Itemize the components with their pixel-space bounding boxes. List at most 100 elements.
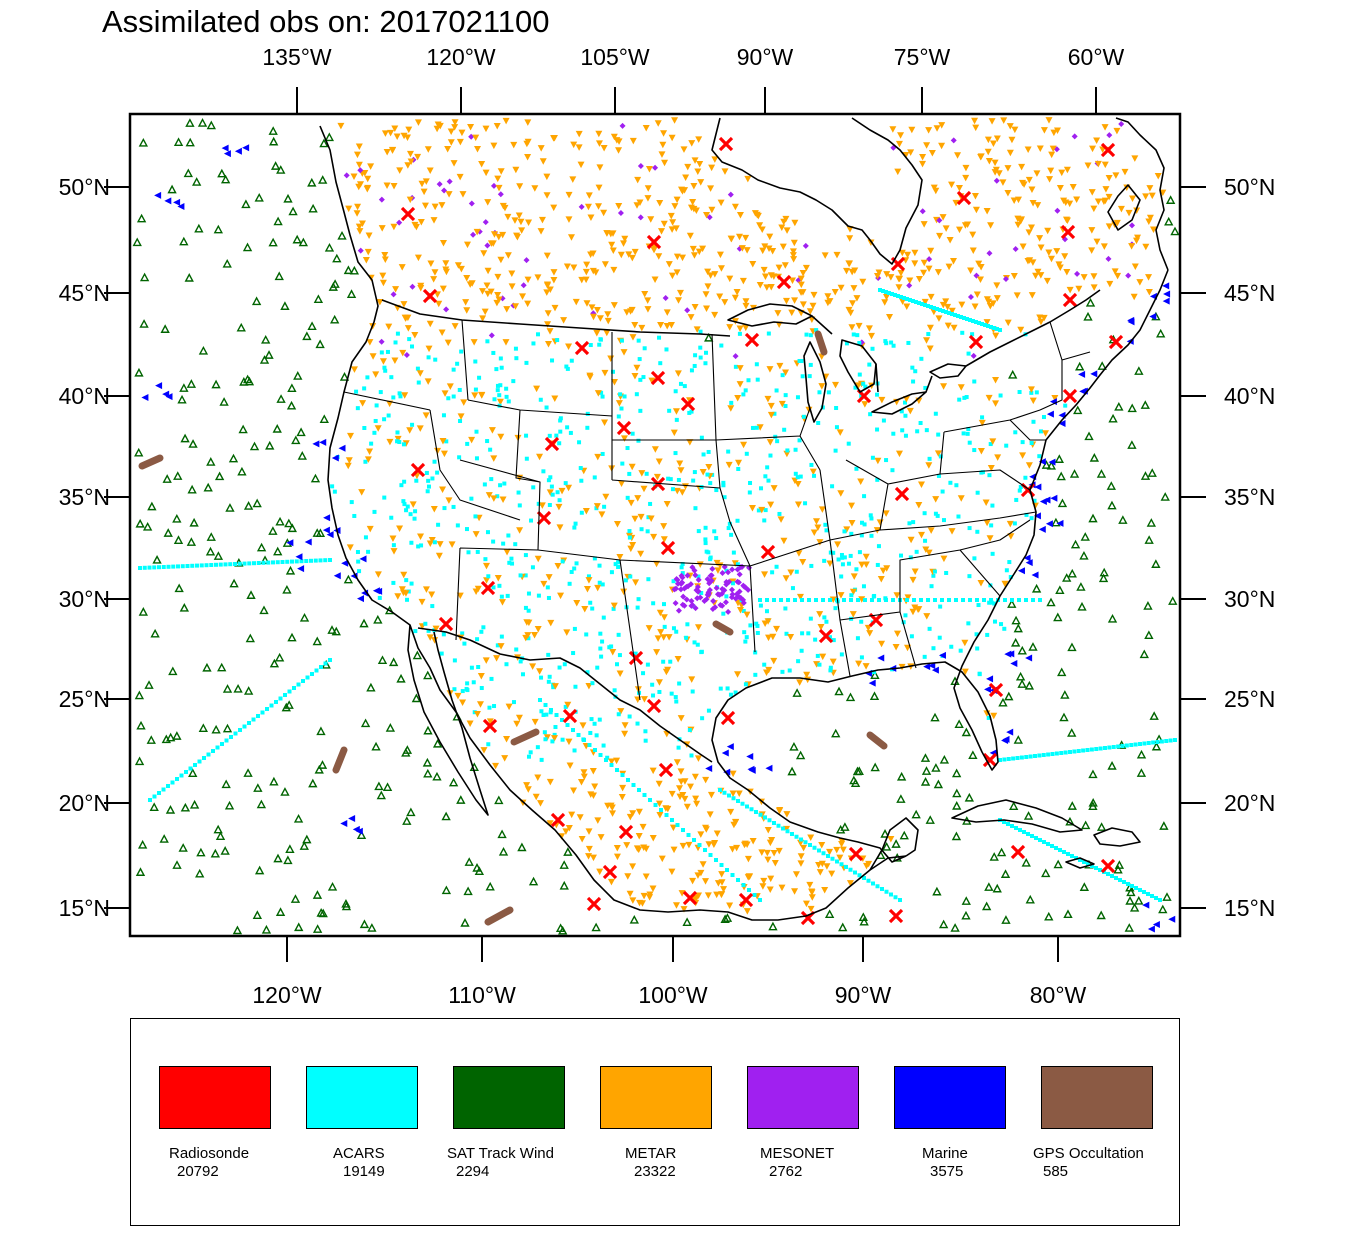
- metar-marker: [596, 164, 604, 171]
- acars-marker: [643, 729, 648, 734]
- acars-marker: [473, 359, 478, 364]
- left-lat-label: 40°N: [58, 383, 110, 409]
- left-lat-label: 30°N: [58, 586, 110, 612]
- sat-track-wind-marker: [1134, 366, 1144, 375]
- acars-marker: [451, 367, 456, 372]
- marine-marker: [1031, 571, 1039, 579]
- metar-marker: [398, 586, 406, 593]
- metar-marker: [1146, 214, 1154, 222]
- acars-marker: [690, 689, 695, 694]
- acars-marker: [735, 518, 740, 523]
- metar-marker: [389, 535, 397, 542]
- sat-track-wind-marker: [172, 513, 182, 523]
- acars-marker: [920, 302, 924, 306]
- metar-marker: [761, 243, 769, 250]
- right-lat-label: 30°N: [1224, 586, 1276, 612]
- sat-track-wind-marker: [411, 693, 422, 703]
- acars-marker: [817, 390, 822, 395]
- right-lat-label: 50°N: [1224, 174, 1276, 200]
- acars-marker: [992, 619, 997, 624]
- acars-marker: [514, 356, 519, 361]
- acars-marker: [807, 374, 812, 379]
- metar-marker: [721, 299, 729, 306]
- legend-label: Marine: [922, 1145, 968, 1162]
- mesonet-marker: [652, 164, 659, 171]
- metar-marker: [1004, 189, 1012, 197]
- sat-track-wind-marker: [177, 394, 187, 404]
- marine-marker: [352, 825, 360, 833]
- sat-track-wind-marker: [494, 795, 504, 805]
- metar-marker: [971, 117, 979, 125]
- metar-marker: [593, 307, 601, 314]
- metar-marker: [350, 366, 358, 373]
- sat-track-wind-marker: [319, 414, 329, 424]
- acars-marker: [572, 566, 577, 571]
- metar-marker: [1111, 268, 1119, 275]
- metar-marker: [582, 268, 590, 276]
- sat-track-wind-marker: [1151, 741, 1162, 751]
- sat-track-wind-marker: [339, 372, 350, 381]
- metar-marker: [546, 286, 554, 294]
- metar-marker: [642, 124, 650, 132]
- sat-track-wind-marker: [485, 881, 495, 891]
- marine-marker: [1038, 525, 1046, 533]
- acars-marker: [926, 332, 931, 337]
- acars-marker: [780, 373, 785, 378]
- sat-track-wind-marker: [1021, 857, 1031, 867]
- metar-marker: [497, 433, 505, 441]
- acars-marker: [911, 299, 915, 303]
- acars-marker: [972, 448, 977, 453]
- acars-marker: [808, 616, 813, 621]
- metar-marker: [669, 219, 677, 226]
- radiosonde-marker: [776, 274, 792, 290]
- mesonet-marker: [1128, 222, 1135, 229]
- metar-marker: [1028, 292, 1036, 299]
- acars-marker: [590, 681, 595, 686]
- acars-marker: [964, 395, 969, 400]
- metar-marker: [1063, 166, 1071, 174]
- sat-track-wind-marker: [166, 732, 176, 742]
- metar-marker: [904, 251, 912, 259]
- metar-marker: [920, 269, 928, 277]
- acars-marker: [903, 433, 908, 438]
- acars-marker: [573, 684, 578, 689]
- acars-marker: [839, 574, 844, 579]
- metar-marker: [525, 219, 533, 227]
- metar-marker: [988, 118, 996, 125]
- radiosonde-marker: [1100, 858, 1116, 874]
- metar-marker: [850, 285, 858, 292]
- acars-marker: [692, 470, 697, 475]
- acars-marker: [766, 331, 771, 336]
- mesonet-marker: [343, 172, 350, 179]
- metar-marker: [894, 168, 902, 176]
- metar-marker: [560, 317, 568, 324]
- acars-marker: [242, 724, 247, 729]
- marine-marker: [1050, 494, 1058, 502]
- sat-track-wind-marker: [423, 768, 433, 778]
- metar-marker: [758, 506, 766, 514]
- metar-marker: [926, 345, 934, 353]
- metar-marker: [1100, 198, 1108, 205]
- metar-marker: [761, 273, 769, 280]
- sat-track-wind-marker: [293, 371, 303, 380]
- metar-marker: [667, 321, 675, 329]
- sat-track-wind-marker: [1007, 599, 1017, 608]
- mesonet-marker: [706, 214, 713, 221]
- sat-track-wind-marker: [432, 771, 442, 781]
- sat-track-wind-marker: [251, 296, 262, 306]
- metar-marker: [628, 254, 636, 262]
- acars-marker: [569, 569, 574, 574]
- acars-marker: [1070, 854, 1074, 858]
- acars-marker: [1151, 740, 1156, 745]
- mesonet-marker: [950, 137, 957, 144]
- sat-track-wind-marker: [188, 439, 198, 448]
- sat-track-wind-marker: [1057, 498, 1068, 508]
- metar-marker: [833, 846, 841, 854]
- metar-marker: [812, 518, 820, 525]
- acars-marker: [571, 728, 575, 732]
- metar-marker: [775, 847, 783, 855]
- acars-marker: [985, 632, 990, 637]
- acars-marker: [256, 714, 260, 718]
- acars-marker: [637, 788, 641, 792]
- acars-marker: [514, 647, 519, 652]
